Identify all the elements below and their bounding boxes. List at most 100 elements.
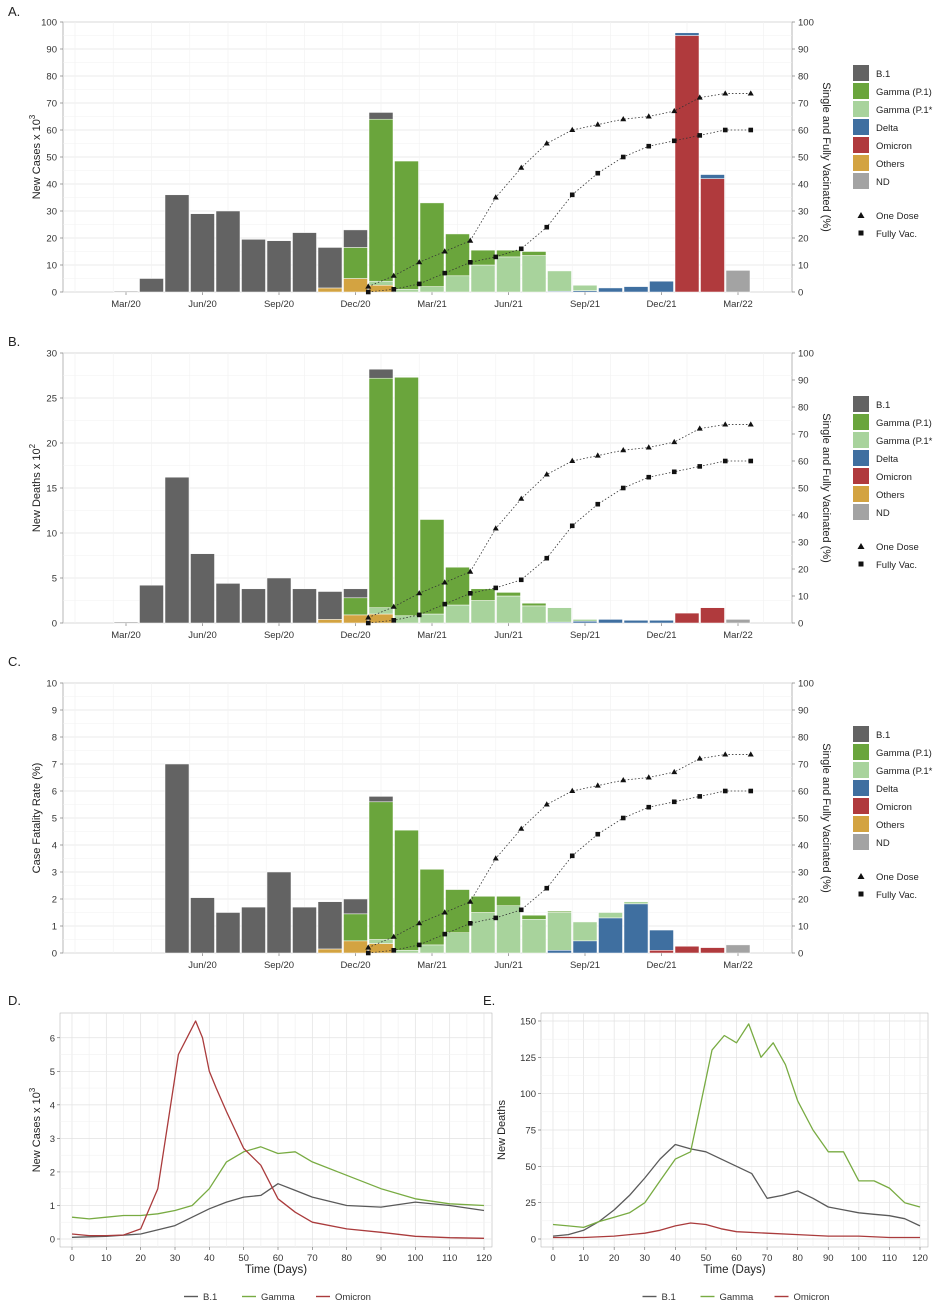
series-line-gamma <box>71 1146 485 1220</box>
marker-one-dose <box>390 272 397 278</box>
bar-segment <box>419 613 445 624</box>
bar-segment <box>547 910 572 913</box>
legend-swatch <box>853 744 869 760</box>
bar-segment <box>623 901 649 905</box>
legend-label: Others <box>876 490 905 501</box>
bar-segment <box>317 591 343 620</box>
bar-segment <box>343 588 368 599</box>
tick-label-y2: 100 <box>798 18 814 29</box>
bar-segment <box>725 270 751 293</box>
tick-label-x: Mar/21 <box>417 960 447 971</box>
bar-segment <box>368 796 394 803</box>
tick-label-x: Sep/21 <box>570 299 600 310</box>
marker-one-dose <box>671 438 678 445</box>
tick-label-x: 80 <box>341 1253 352 1264</box>
tick-label-y: 4 <box>52 841 57 852</box>
legend-swatch <box>853 762 869 778</box>
tick-label-y2: 100 <box>798 679 814 690</box>
marker-fully-vac <box>697 794 703 799</box>
marker-fully-vac <box>697 133 703 138</box>
marker-fully-vac <box>544 555 550 561</box>
marker-fully-vac <box>365 289 371 295</box>
bar-segment <box>649 950 674 954</box>
bar-segment <box>572 620 598 624</box>
bar-segment <box>547 912 572 951</box>
tick-label-y2: 50 <box>798 153 809 164</box>
tick-label-y: 150 <box>520 1017 536 1028</box>
panel-3: D. 0 10 20 30 40 50 60 70 80 90 100 110 120 0 1 2 3 4 5 6 Tim… <box>8 993 493 1303</box>
bar-segment <box>139 278 164 293</box>
tick-label-x: Mar/20 <box>111 299 141 310</box>
legend-swatch <box>853 173 869 189</box>
tick-label-x: Mar/22 <box>723 630 753 641</box>
marker-fully-vac <box>518 246 524 252</box>
tick-label-y2: 40 <box>798 180 809 191</box>
bar-segment <box>317 247 343 289</box>
legend-swatch <box>853 834 869 850</box>
tick-label-y: 0 <box>531 1235 536 1246</box>
bar-segment <box>521 919 547 954</box>
tick-label-y2: 70 <box>798 430 809 441</box>
tick-label-x: 50 <box>238 1253 249 1264</box>
bar-segment <box>215 912 241 954</box>
bar-segment <box>368 368 394 379</box>
panel-label: C. <box>8 654 21 669</box>
marker-one-dose <box>696 94 703 100</box>
tick-label-x: 30 <box>170 1253 181 1264</box>
legend-label: Delta <box>876 454 899 465</box>
tick-label-x: 110 <box>882 1253 897 1264</box>
tick-label-x: 50 <box>701 1253 712 1264</box>
tick-label-y2: 20 <box>798 895 809 906</box>
series-line-fully-vac <box>368 460 751 624</box>
bar-segment <box>445 889 470 933</box>
tick-label-x: Sep/21 <box>570 630 600 641</box>
tick-label-y2: 70 <box>798 760 809 771</box>
bar-segment <box>598 912 623 919</box>
bar-segment <box>547 607 572 623</box>
tick-label-y: 2 <box>50 1167 55 1178</box>
bar-segment <box>674 32 700 36</box>
bar-segment <box>547 950 572 954</box>
tick-label-x: Dec/21 <box>646 630 676 641</box>
marker-fully-vac <box>620 485 626 491</box>
marker-fully-vac <box>748 788 754 794</box>
bar-segment <box>445 275 470 293</box>
marker-fully-vac <box>569 853 575 859</box>
bar-segment <box>700 178 725 293</box>
tick-label-x: Dec/20 <box>340 960 370 971</box>
bar-segment <box>700 947 725 954</box>
tick-label-y2: 80 <box>798 403 809 414</box>
marker-one-dose <box>390 933 397 939</box>
tick-label-y2: 10 <box>798 592 809 603</box>
legend-swatch <box>853 137 869 153</box>
legend-label: Omicron <box>876 141 912 152</box>
marker-one-dose <box>416 920 423 926</box>
marker-one-dose <box>543 801 550 807</box>
legend-label: Gamma (P.1* <box>876 436 933 447</box>
marker-fully-vac <box>595 501 601 507</box>
tick-label-x: 10 <box>578 1253 589 1264</box>
tick-label-y2: 50 <box>798 484 809 495</box>
marker-one-dose <box>671 107 678 114</box>
marker-fully-vac <box>518 907 524 913</box>
bar-segment <box>368 607 394 615</box>
bar-segment <box>241 239 266 293</box>
marker-fully-vac <box>595 170 601 176</box>
bar-segment <box>343 278 368 293</box>
marker-fully-vac <box>518 577 524 583</box>
tick-label-x: 90 <box>823 1253 834 1264</box>
marker-fully-vac <box>442 931 448 937</box>
bar-segment <box>496 592 521 597</box>
tick-label-y: 90 <box>46 45 57 56</box>
bar-segment <box>317 901 343 950</box>
legend-label: B.1 <box>203 1292 217 1303</box>
tick-label-y: 20 <box>46 234 57 245</box>
axis-title-y2: Single and Fully Vacinated (%) <box>820 743 832 893</box>
tick-label-y: 50 <box>525 1162 536 1173</box>
axis-title-y2: Single and Fully Vacinated (%) <box>820 82 832 232</box>
panel-4: E. 0 10 20 30 40 50 60 70 80 90 100 110 120 0 25 50 75 100… <box>483 993 929 1303</box>
bar-segment <box>317 619 343 624</box>
marker-fully-vac <box>748 458 754 464</box>
bar-segment <box>547 270 572 292</box>
